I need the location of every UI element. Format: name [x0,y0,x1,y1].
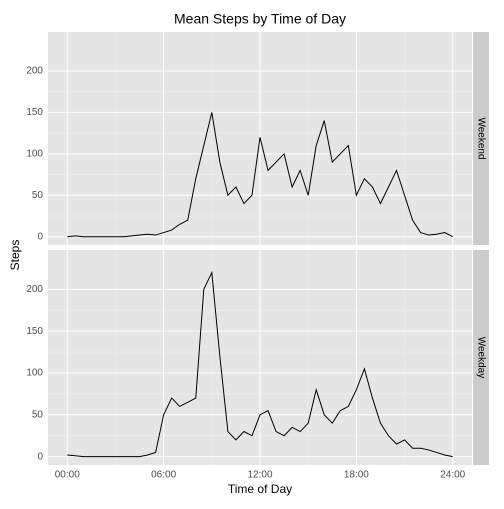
line [67,112,453,238]
x-tick-label: 24:00 [440,470,465,481]
y-tick-label: 100 [26,368,43,379]
x-tick-label: 00:00 [55,470,80,481]
y-tick-label: 0 [37,231,43,242]
strip-label: Weekday [475,337,486,379]
x-tick-label: 06:00 [151,470,176,481]
strip-label: Weekend [475,117,486,159]
x-axis-label: Time of Day [228,482,292,496]
x-tick-label: 18:00 [344,470,369,481]
y-tick-label: 200 [26,66,43,77]
x-tick-label: 12:00 [247,470,272,481]
y-tick-label: 150 [26,326,43,337]
y-tick-label: 100 [26,148,43,159]
y-tick-label: 0 [37,451,43,462]
y-tick-label: 50 [32,190,44,201]
strip-background [473,32,489,245]
line [67,270,453,458]
chart-title: Mean Steps by Time of Day [174,11,346,27]
y-tick-label: 150 [26,107,43,118]
y-axis-label: Steps [8,240,22,271]
y-tick-label: 200 [26,284,43,295]
strip-background [473,250,489,465]
y-tick-label: 50 [32,409,44,420]
